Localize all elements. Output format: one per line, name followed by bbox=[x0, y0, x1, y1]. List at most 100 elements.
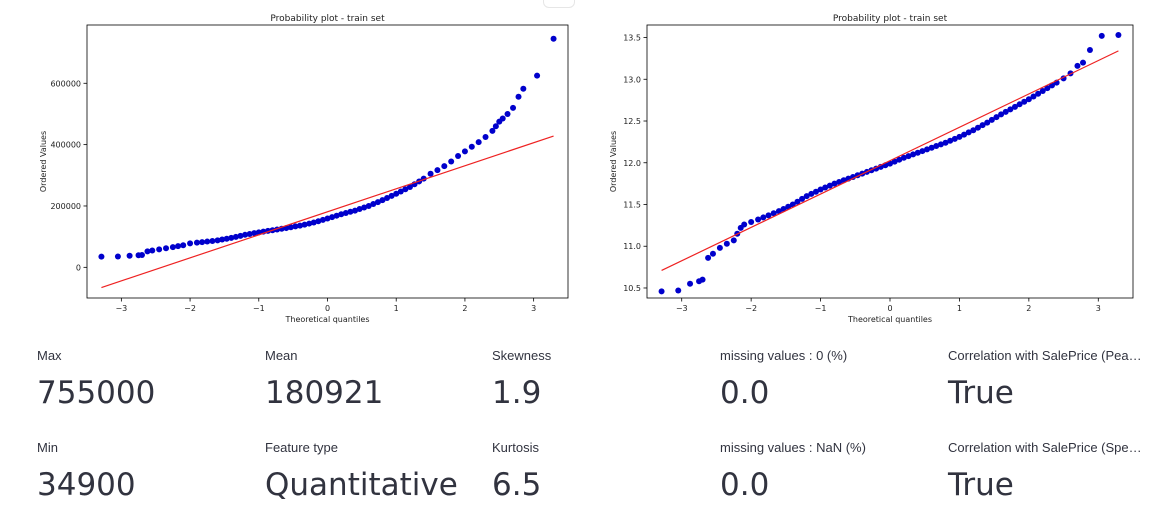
data-point bbox=[361, 204, 368, 211]
data-point bbox=[658, 288, 665, 295]
data-point bbox=[169, 244, 176, 251]
data-point bbox=[492, 123, 499, 130]
data-point bbox=[817, 186, 824, 193]
data-point bbox=[974, 124, 981, 131]
x-axis-label: Theoretical quantiles bbox=[284, 315, 369, 324]
data-point bbox=[489, 127, 496, 134]
data-point bbox=[126, 252, 133, 259]
data-point bbox=[193, 239, 200, 246]
y-axis-label: Ordered Values bbox=[39, 131, 48, 192]
data-point bbox=[741, 221, 748, 228]
data-point bbox=[794, 198, 801, 205]
data-point bbox=[515, 93, 522, 100]
data-point bbox=[705, 254, 712, 261]
data-point bbox=[951, 135, 958, 142]
data-point bbox=[204, 238, 211, 245]
data-point bbox=[675, 287, 682, 294]
data-point bbox=[347, 208, 354, 215]
data-point bbox=[342, 210, 349, 217]
data-point bbox=[297, 222, 304, 229]
data-point bbox=[370, 201, 377, 208]
data-point bbox=[534, 72, 541, 79]
data-point bbox=[1002, 108, 1009, 115]
data-point bbox=[187, 240, 194, 247]
data-point bbox=[993, 114, 1000, 121]
data-point bbox=[998, 111, 1005, 118]
data-point bbox=[499, 115, 506, 122]
metric-value: True bbox=[948, 467, 1014, 503]
data-point bbox=[329, 214, 336, 221]
y-tick-label: 11.0 bbox=[623, 242, 641, 251]
data-point bbox=[1074, 62, 1081, 69]
data-point bbox=[448, 158, 455, 165]
y-tick-label: 12.0 bbox=[623, 159, 641, 168]
data-point bbox=[219, 236, 226, 243]
data-point bbox=[723, 240, 730, 247]
data-point bbox=[98, 253, 105, 260]
metric-label: Feature type bbox=[265, 440, 338, 455]
metric-label: Max bbox=[37, 348, 62, 363]
data-point bbox=[242, 231, 249, 238]
data-point bbox=[199, 239, 206, 246]
data-point bbox=[709, 250, 716, 257]
data-point bbox=[988, 116, 995, 123]
data-point bbox=[900, 154, 907, 161]
data-point bbox=[163, 245, 170, 252]
x-tick-label: −3 bbox=[115, 304, 127, 313]
data-point bbox=[730, 237, 737, 244]
data-point bbox=[468, 143, 475, 150]
data-point bbox=[333, 212, 340, 219]
y-tick-label: 10.5 bbox=[623, 284, 641, 293]
data-point bbox=[1086, 47, 1093, 54]
data-point bbox=[1080, 59, 1087, 66]
data-point bbox=[956, 133, 963, 140]
data-point bbox=[434, 167, 441, 174]
data-point bbox=[836, 178, 843, 185]
data-point bbox=[910, 151, 917, 158]
x-tick-label: 3 bbox=[531, 304, 536, 313]
toolbar-badge bbox=[543, 0, 575, 8]
x-tick-label: −3 bbox=[676, 304, 688, 313]
data-point bbox=[214, 237, 221, 244]
data-point bbox=[144, 248, 151, 255]
data-point bbox=[406, 183, 413, 190]
data-point bbox=[687, 280, 694, 287]
x-tick-label: 0 bbox=[325, 304, 330, 313]
x-tick-label: 0 bbox=[887, 304, 892, 313]
data-point bbox=[826, 182, 833, 189]
data-point bbox=[338, 211, 345, 218]
data-point bbox=[914, 149, 921, 156]
data-point bbox=[287, 224, 294, 231]
probability-plot-left: Probability plot - train set −3 −2 −1 0 1 2 3 0 2… bbox=[39, 14, 569, 324]
data-point bbox=[770, 210, 777, 217]
data-point bbox=[961, 131, 968, 138]
data-point bbox=[1016, 101, 1023, 108]
metric-feature-type: Feature type Quantitative bbox=[265, 440, 480, 504]
data-point bbox=[803, 193, 810, 200]
data-point bbox=[504, 110, 511, 117]
x-tick-label: 1 bbox=[394, 304, 399, 313]
data-point bbox=[510, 104, 517, 111]
data-point bbox=[550, 35, 557, 42]
metric-value: 1.9 bbox=[492, 375, 542, 411]
data-point bbox=[1098, 32, 1105, 39]
data-point bbox=[928, 144, 935, 151]
data-point bbox=[947, 137, 954, 144]
data-point bbox=[942, 139, 949, 146]
metric-label: Skewness bbox=[492, 348, 552, 363]
data-point bbox=[209, 237, 216, 244]
metric-max: Max 755000 bbox=[37, 348, 252, 412]
data-point bbox=[393, 190, 400, 197]
data-point bbox=[223, 235, 230, 242]
data-point bbox=[441, 163, 448, 170]
data-point bbox=[455, 152, 462, 159]
data-point bbox=[324, 215, 331, 222]
y-tick-label: 600000 bbox=[50, 79, 81, 88]
data-point bbox=[310, 219, 317, 226]
x-tick-label: −1 bbox=[815, 304, 827, 313]
data-point bbox=[755, 216, 762, 223]
data-point bbox=[175, 243, 182, 250]
data-point bbox=[237, 232, 244, 239]
data-point bbox=[831, 180, 838, 187]
data-point bbox=[937, 141, 944, 148]
